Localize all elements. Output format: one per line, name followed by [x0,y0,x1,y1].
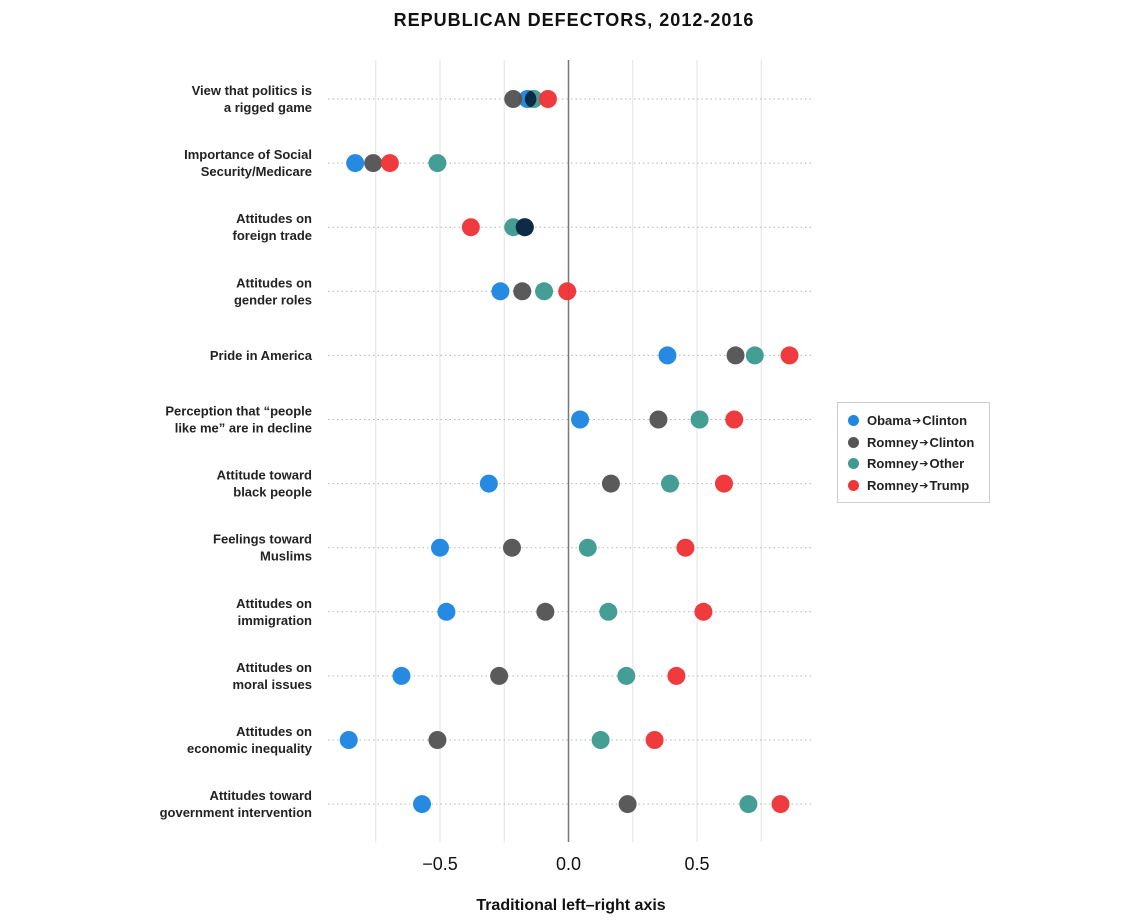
data-point [780,346,799,365]
data-point [513,282,532,301]
data-point [413,795,432,814]
data-point [617,666,636,685]
data-point [726,346,745,365]
legend-item: Obama ➔ Clinton [838,410,989,432]
overlap-mark [524,90,537,108]
legend-from-label: Romney [867,477,919,493]
legend-from-label: Romney [867,434,919,450]
legend-to-label: Clinton [922,413,968,429]
data-point [745,346,764,365]
data-point [380,154,399,173]
data-point [667,666,686,685]
data-point [690,410,709,429]
data-point [645,731,664,749]
category-label: Feelings toward Muslims [213,532,312,564]
data-point [739,795,758,814]
arrow-right-icon: ➔ [919,479,929,492]
data-point [502,538,521,557]
data-point [428,154,447,173]
legend-item: Romney ➔ Clinton [838,432,989,454]
legend-item: Romney ➔ Other [838,453,989,475]
data-point [591,731,610,749]
category-label: Perception that “people like me” are in d… [165,404,312,436]
data-point [491,282,510,301]
legend-to-label: Clinton [929,434,975,450]
data-point [535,282,554,301]
category-label: Attitudes on gender roles [234,275,312,307]
data-point [714,474,733,493]
arrow-right-icon: ➔ [912,415,922,428]
data-point [694,602,713,621]
category-label: Attitudes on moral issues [233,660,313,692]
legend-swatch [848,479,859,491]
data-point [536,602,555,621]
x-tick-label: −0.5 [422,854,458,874]
category-label: View that politics is a rigged game [192,83,312,115]
category-label: Attitudes on economic inequality [187,724,313,756]
overlap-mark [515,218,523,237]
data-point [461,218,480,237]
legend-from-label: Obama [867,413,912,429]
x-axis-label: Traditional left–right axis [476,897,665,914]
category-label: Pride in America [210,348,313,363]
legend-swatch [848,415,859,427]
data-point [676,538,695,557]
arrow-right-icon: ➔ [919,458,929,471]
legend: Obama ➔ Clinton Romney ➔ Clinton Romney ➔ Other R… [837,402,990,503]
data-point [771,795,790,814]
data-point [661,474,680,493]
data-point [599,602,618,621]
legend-to-label: Trump [929,477,970,493]
legend-swatch [848,458,859,470]
x-tick-label: 0.0 [556,854,581,874]
data-point [558,282,577,301]
x-tick-label: 0.5 [684,854,709,874]
legend-item: Romney ➔ Trump [838,475,989,497]
data-point [504,90,523,108]
data-point [571,410,590,429]
data-point [601,474,620,493]
data-point [490,666,509,685]
legend-to-label: Other [929,456,965,472]
category-label: Attitudes on immigration [236,596,312,628]
data-point [392,666,411,685]
legend-swatch [848,436,859,448]
data-point [339,731,358,749]
chart-title: REPUBLICAN DEFECTORS, 2012-2016 [393,10,755,30]
data-point [364,154,383,173]
data-point [538,90,557,108]
category-label: Importance of Social Security/Medicare [184,147,312,179]
legend-from-label: Romney [867,456,919,472]
data-point [479,474,498,493]
data-point [658,346,677,365]
data-point [649,410,668,429]
data-point [346,154,365,173]
category-label: Attitudes on foreign trade [233,211,313,243]
arrow-right-icon: ➔ [919,436,929,449]
data-point [431,538,449,557]
data-point [618,795,637,814]
data-point [437,602,456,621]
data-point [578,538,597,557]
category-label: Attitude toward black people [217,468,312,500]
category-label: Attitudes toward government intervention [160,788,312,820]
data-point [725,410,744,429]
data-point [428,731,447,749]
